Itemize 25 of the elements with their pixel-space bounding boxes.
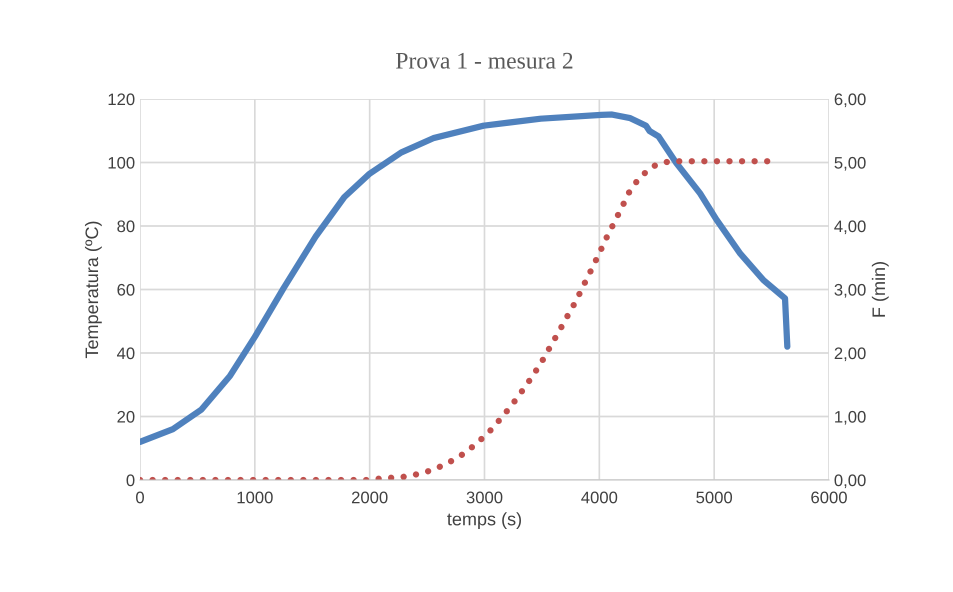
y2-tick-label: 1,00 <box>835 410 866 425</box>
x-tick-label: 4000 <box>581 492 618 504</box>
y-axis-title: Temperatura (ºC) <box>84 222 102 358</box>
y-tick-label: 40 <box>116 347 134 360</box>
x-axis-title: temps (s) <box>447 512 521 530</box>
y2-tick-label: 0,00 <box>834 474 866 488</box>
y2-tick-label: 2,00 <box>834 347 866 362</box>
y-tick-label: 60 <box>117 284 134 296</box>
y2-axis-title: F (min) <box>872 262 889 317</box>
x-tick-label: 0 <box>136 492 144 504</box>
x-tick-label: 6000 <box>811 492 847 504</box>
chart-title: Prova 1 - mesura 2 <box>396 52 572 69</box>
x-tick-label: 2000 <box>352 492 388 504</box>
y2-tick-label: 5,00 <box>834 156 866 171</box>
x-tick-label: 3000 <box>466 492 502 504</box>
y-tick-label: 120 <box>108 93 134 106</box>
y2-tick-label: 4,00 <box>834 220 866 234</box>
x-tick-label: 5000 <box>696 492 732 504</box>
y2-tick-label: 3,00 <box>834 284 866 298</box>
y2-tick-label: 6,00 <box>834 93 866 108</box>
x-tick-label: 1000 <box>238 492 273 504</box>
y-tick-label: 0 <box>126 474 134 486</box>
y-tick-label: 80 <box>117 220 134 232</box>
y-tick-label: 100 <box>108 156 134 169</box>
y-tick-label: 20 <box>117 410 134 423</box>
